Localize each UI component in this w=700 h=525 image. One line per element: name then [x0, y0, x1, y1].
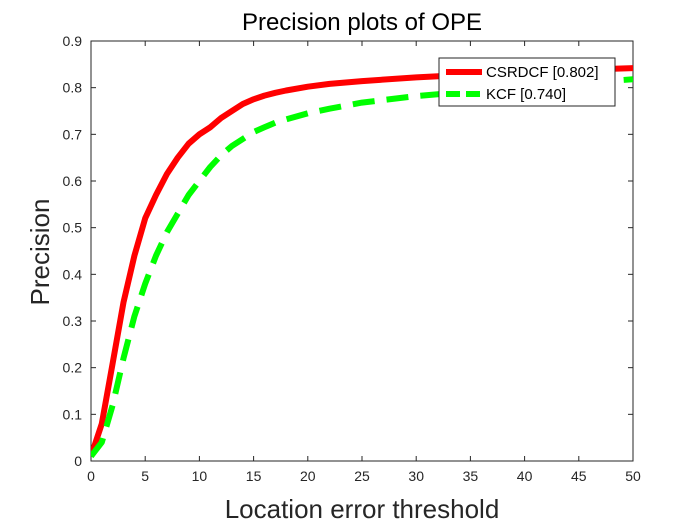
- x-tick-label: 0: [87, 468, 95, 484]
- y-tick-label: 0.1: [63, 406, 83, 422]
- series-line-csrdcf: [91, 65, 633, 458]
- axes-box: [90, 40, 634, 462]
- y-tick-label: 0.6: [63, 173, 83, 189]
- y-tick-label: 0.9: [63, 33, 83, 49]
- x-tick-label: 10: [192, 468, 208, 484]
- legend: CSRDCF [0.802] KCF [0.740]: [438, 57, 616, 107]
- y-tick-label: 0.4: [63, 266, 83, 282]
- x-tick-label: 30: [408, 468, 424, 484]
- y-tick-label: 0.3: [63, 313, 83, 329]
- chart-title: Precision plots of OPE: [242, 9, 482, 36]
- x-axis-label: Location error threshold: [225, 494, 500, 524]
- legend-box: [438, 57, 616, 107]
- x-tick-label: 45: [571, 468, 587, 484]
- x-tick-label: 15: [246, 468, 262, 484]
- y-tick-label: 0.7: [63, 126, 83, 142]
- y-axis-label: Precision: [25, 199, 55, 306]
- y-tick-label: 0.5: [63, 220, 83, 236]
- y-tick-label: 0.8: [63, 80, 83, 96]
- legend-label: CSRDCF [0.802]: [486, 64, 599, 81]
- plot-area: 0 5 10 15 20 25 30 35 40 45 50 0 0.1 0.2 0.3 0.4 0.5 0.6 0…: [63, 33, 641, 484]
- y-tick-label: 0: [74, 453, 82, 469]
- x-tick-label: 20: [300, 468, 316, 484]
- x-tick-label: 50: [625, 468, 641, 484]
- x-tick-label: 5: [141, 468, 149, 484]
- x-tick-label: 40: [517, 468, 533, 484]
- series-group: [91, 65, 633, 459]
- series-line-kcf: [91, 76, 633, 459]
- legend-label: KCF [0.740]: [486, 86, 566, 103]
- x-tick-label: 25: [354, 468, 370, 484]
- y-tick-label: 0.2: [63, 360, 83, 376]
- x-tick-label: 35: [463, 468, 479, 484]
